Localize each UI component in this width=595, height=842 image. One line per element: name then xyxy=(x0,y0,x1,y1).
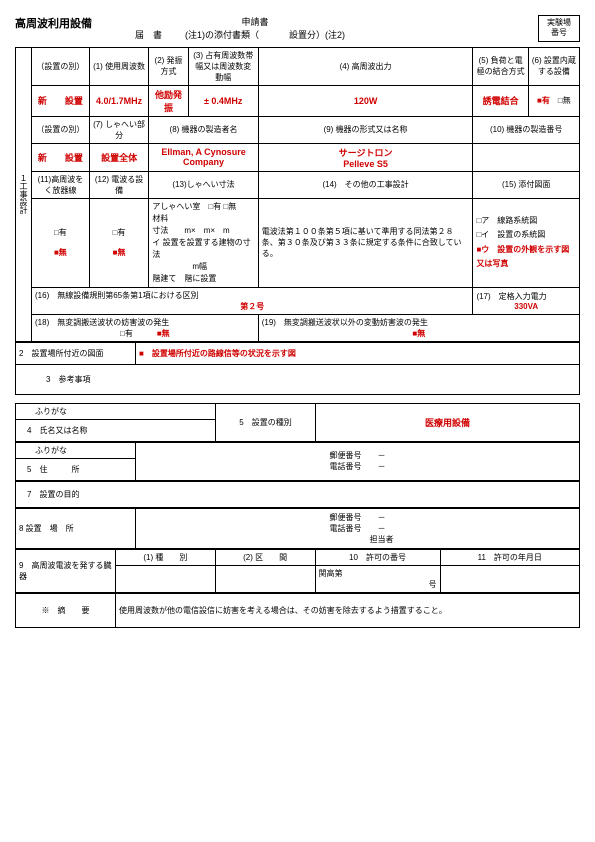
r5c1: (18) 無変調搬送波状の妨害波の発生 □有 ■無 xyxy=(32,314,259,341)
r4h1: (16) 無線設備規則第65条第1項における区別 第２号 xyxy=(32,287,473,314)
section-remarks: ※ 摘 要 使用周波数が他の電信設信に妨害を考える場合は、その妨害を除去するよう… xyxy=(15,593,580,628)
page-header: 高周波利用設備 申請書 届 書 (注1)の添付書類（ 設置分）(注2) 実験場 … xyxy=(15,15,580,42)
section-8: 8 設置 場 所 郵便番号 － 電話番号 － 担当者 xyxy=(15,508,580,549)
r8-name-label: 4 氏名又は名称 xyxy=(16,419,216,441)
r12v4 xyxy=(440,565,580,592)
r13-text: 使用周波数が他の電信設信に妨害を考える場合は、その妨害を除去するよう措置すること… xyxy=(116,593,580,627)
r6-text: ■ 設置場所付近の路線信等の状況を示す図 xyxy=(136,342,580,364)
r2h4: (9) 機器の形式又は名称 xyxy=(258,116,473,143)
r12h1: (1) 種 別 xyxy=(116,549,216,565)
section-7: 7 設置の目的 xyxy=(15,481,580,508)
main-form-table: １工事設計 （設置の別） (1) 使用周波数 (2) 発振方式 (3) 占有周波… xyxy=(15,47,580,342)
r2h2: (7) しゃへい部分 xyxy=(89,116,149,143)
r3v1: □有 ■無 xyxy=(32,198,90,287)
r1v7: ■有 □無 xyxy=(528,85,579,116)
r1v4: ± 0.4MHz xyxy=(188,85,258,116)
r13-label: ※ 摘 要 xyxy=(16,593,116,627)
r2h5: (10) 機器の製造番号 xyxy=(473,116,580,143)
r2v1: 新 設置 xyxy=(32,143,90,171)
title-bottom: 届 書 xyxy=(135,28,185,41)
r3h4: (14) その他の工事設計 xyxy=(258,171,473,198)
r2v2: 設置全体 xyxy=(89,143,149,171)
r6-label: 2 設置場所付近の図面 xyxy=(16,342,136,364)
r12v3: 関高第号 xyxy=(315,565,440,592)
r10-label: 7 設置の目的 xyxy=(16,481,580,507)
r7-label: 3 参考事項 xyxy=(16,364,580,394)
r3v5: □ア 線路系統図 □イ 設置の系統図 ■ウ 設置の外観を示す図又は写真 xyxy=(473,198,580,287)
r1h1: （設置の別） xyxy=(32,47,90,85)
r2v3: Ellman, A Cynosure Company xyxy=(149,143,258,171)
r9-furi: ふりがな xyxy=(16,442,136,458)
r1h3: (2) 発振方式 xyxy=(149,47,188,85)
section-2-3: 2 設置場所付近の図面 ■ 設置場所付近の路線信等の状況を示す図 3 参考事項 xyxy=(15,342,580,395)
r3h3: (13)しゃへい寸法 xyxy=(149,171,258,198)
header-box: 実験場 番号 xyxy=(538,15,580,42)
r3h2: (12) 電波る設備 xyxy=(89,171,149,198)
r2v4: サージトロンPelleve S5 xyxy=(258,143,473,171)
section-9-10-11: 9 高周波電波を発する臓器 (1) 種 別 (2) 区 間 10 許可の番号 1… xyxy=(15,549,580,593)
r1h4: (3) 占有周波数帯幅又は周波数変動幅 xyxy=(188,47,258,85)
r11-contact: 郵便番号 － 電話番号 － 担当者 xyxy=(136,508,580,548)
r2v5 xyxy=(473,143,580,171)
r1v6: 誘電結合 xyxy=(473,85,528,116)
r3v2: □有 ■無 xyxy=(89,198,149,287)
r12h4: 11 許可の年月日 xyxy=(440,549,580,565)
box-line2: 番号 xyxy=(547,28,571,38)
r1v2: 4.0/1.7MHz xyxy=(89,85,149,116)
r12v1 xyxy=(116,565,216,592)
r3v3: アしゃへい室 □有 □無 材料 寸法 m× m× m イ 設置を設置する建物の寸… xyxy=(149,198,258,287)
r2h1: （設置の別） xyxy=(32,116,90,143)
r8-type-value: 医療用設備 xyxy=(316,403,580,441)
r1h6: (5) 負荷と電極の結合方式 xyxy=(473,47,528,85)
r12-label: 9 高周波電波を発する臓器 xyxy=(16,549,116,592)
r1h7: (6) 設置内蔵する設備 xyxy=(528,47,579,85)
section-4-5: ふりがな 5 設置の種別 医療用設備 4 氏名又は名称 xyxy=(15,403,580,442)
title-mid-block: 申請書 届 書 (注1)の添付書類（ 設置分）(注2) xyxy=(135,15,375,41)
r2h3: (8) 機器の製造者名 xyxy=(149,116,258,143)
note2: 設置分）(注2) xyxy=(289,28,345,41)
r5c2: (19) 無変調搬送波状以外の変動妨害波の発生 ■無 xyxy=(258,314,579,341)
section-addr: ふりがな 郵便番号 － 電話番号 － 5 住 所 xyxy=(15,442,580,481)
title-left: 高周波利用設備 xyxy=(15,15,135,31)
r12v2 xyxy=(215,565,315,592)
r3h1: (11)高周波をく放器線 xyxy=(32,171,90,198)
r1h2: (1) 使用周波数 xyxy=(89,47,149,85)
r8-furi: ふりがな xyxy=(16,403,216,419)
r11-label: 8 設置 場 所 xyxy=(16,508,136,548)
r12h3: 10 許可の番号 xyxy=(315,549,440,565)
r9-contact: 郵便番号 － 電話番号 － xyxy=(136,442,580,480)
r1v3: 他励発振 xyxy=(149,85,188,116)
vertical-section-label: １工事設計 xyxy=(16,47,32,341)
title-top: 申請書 xyxy=(135,15,375,28)
r1h5: (4) 高周波出力 xyxy=(258,47,473,85)
r3h5: (15) 添付図面 xyxy=(473,171,580,198)
r3v4: 電波法第１００条第５項に基いて準用する同法第２８条、第３０条及び第３３条に規定す… xyxy=(258,198,473,287)
r1v1: 新 設置 xyxy=(32,85,90,116)
r1v5: 120W xyxy=(258,85,473,116)
r8-type-label: 5 設置の種別 xyxy=(216,403,316,441)
box-line1: 実験場 xyxy=(547,18,571,28)
note1: (注1)の添付書類（ xyxy=(185,28,259,41)
r4h2: (17) 定格入力電力 330VA xyxy=(473,287,580,314)
r9-addr-label: 5 住 所 xyxy=(16,458,136,480)
r12h2: (2) 区 間 xyxy=(215,549,315,565)
